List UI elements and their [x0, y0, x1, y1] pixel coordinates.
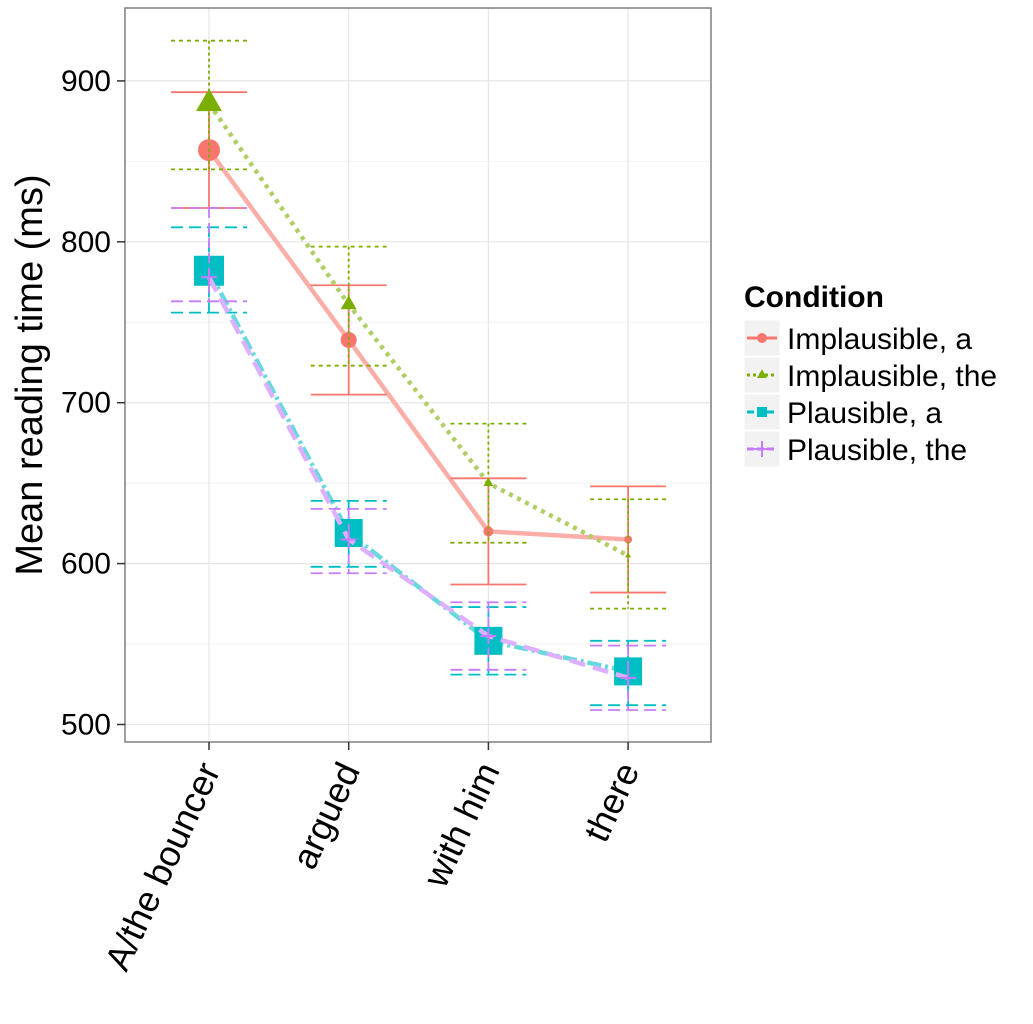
data-point [480, 628, 497, 645]
y-tick-label: 900 [61, 65, 111, 98]
grid-layer [125, 8, 711, 742]
series-3 [171, 207, 667, 711]
legend-label: Implausible, a [787, 323, 972, 356]
data-point [340, 331, 357, 348]
legend-title: Condition [744, 281, 884, 314]
series-line [207, 102, 630, 558]
series-line [207, 276, 629, 680]
legend-label: Plausible, the [787, 434, 967, 467]
data-point [620, 669, 637, 686]
data-point [624, 535, 633, 544]
y-tick-label: 800 [61, 226, 111, 259]
data-point [483, 526, 494, 537]
x-tick-label: with him [414, 756, 507, 894]
error-bar [171, 207, 247, 303]
plot-background [125, 8, 711, 742]
legend-key-marker [757, 333, 767, 343]
y-tick-label: 600 [61, 548, 111, 581]
series-line [207, 148, 629, 542]
series-1 [171, 39, 667, 610]
legend-key-marker [757, 407, 767, 417]
data-point [340, 531, 357, 548]
x-tick-label: argued [283, 756, 368, 875]
legend-label: Plausible, a [787, 397, 942, 430]
legend-key-marker [754, 441, 770, 457]
data-point [483, 477, 494, 487]
data-point [196, 88, 222, 112]
error-bar [310, 245, 387, 367]
legend-item: Plausible, a [743, 393, 942, 431]
legend-item: Plausible, the [743, 430, 967, 468]
legend-item: Implausible, a [743, 319, 972, 357]
y-axis-title: Mean reading time (ms) [9, 174, 51, 575]
data-point [625, 552, 632, 558]
legend-key-marker [757, 369, 767, 378]
plot-border [124, 7, 712, 743]
legend: Condition Implausible, a Implausible, the… [743, 281, 997, 468]
x-tick-label: A/the bouncer [96, 756, 228, 976]
y-tick-label: 500 [61, 709, 111, 742]
y-tick-label: 700 [61, 387, 111, 420]
legend-item: Implausible, the [743, 356, 997, 394]
x-tick-label: there [576, 756, 648, 848]
series-layer [171, 39, 667, 711]
error-bar [450, 422, 527, 544]
data-point [340, 295, 357, 310]
legend-label: Implausible, the [787, 360, 997, 393]
data-point [201, 269, 217, 286]
